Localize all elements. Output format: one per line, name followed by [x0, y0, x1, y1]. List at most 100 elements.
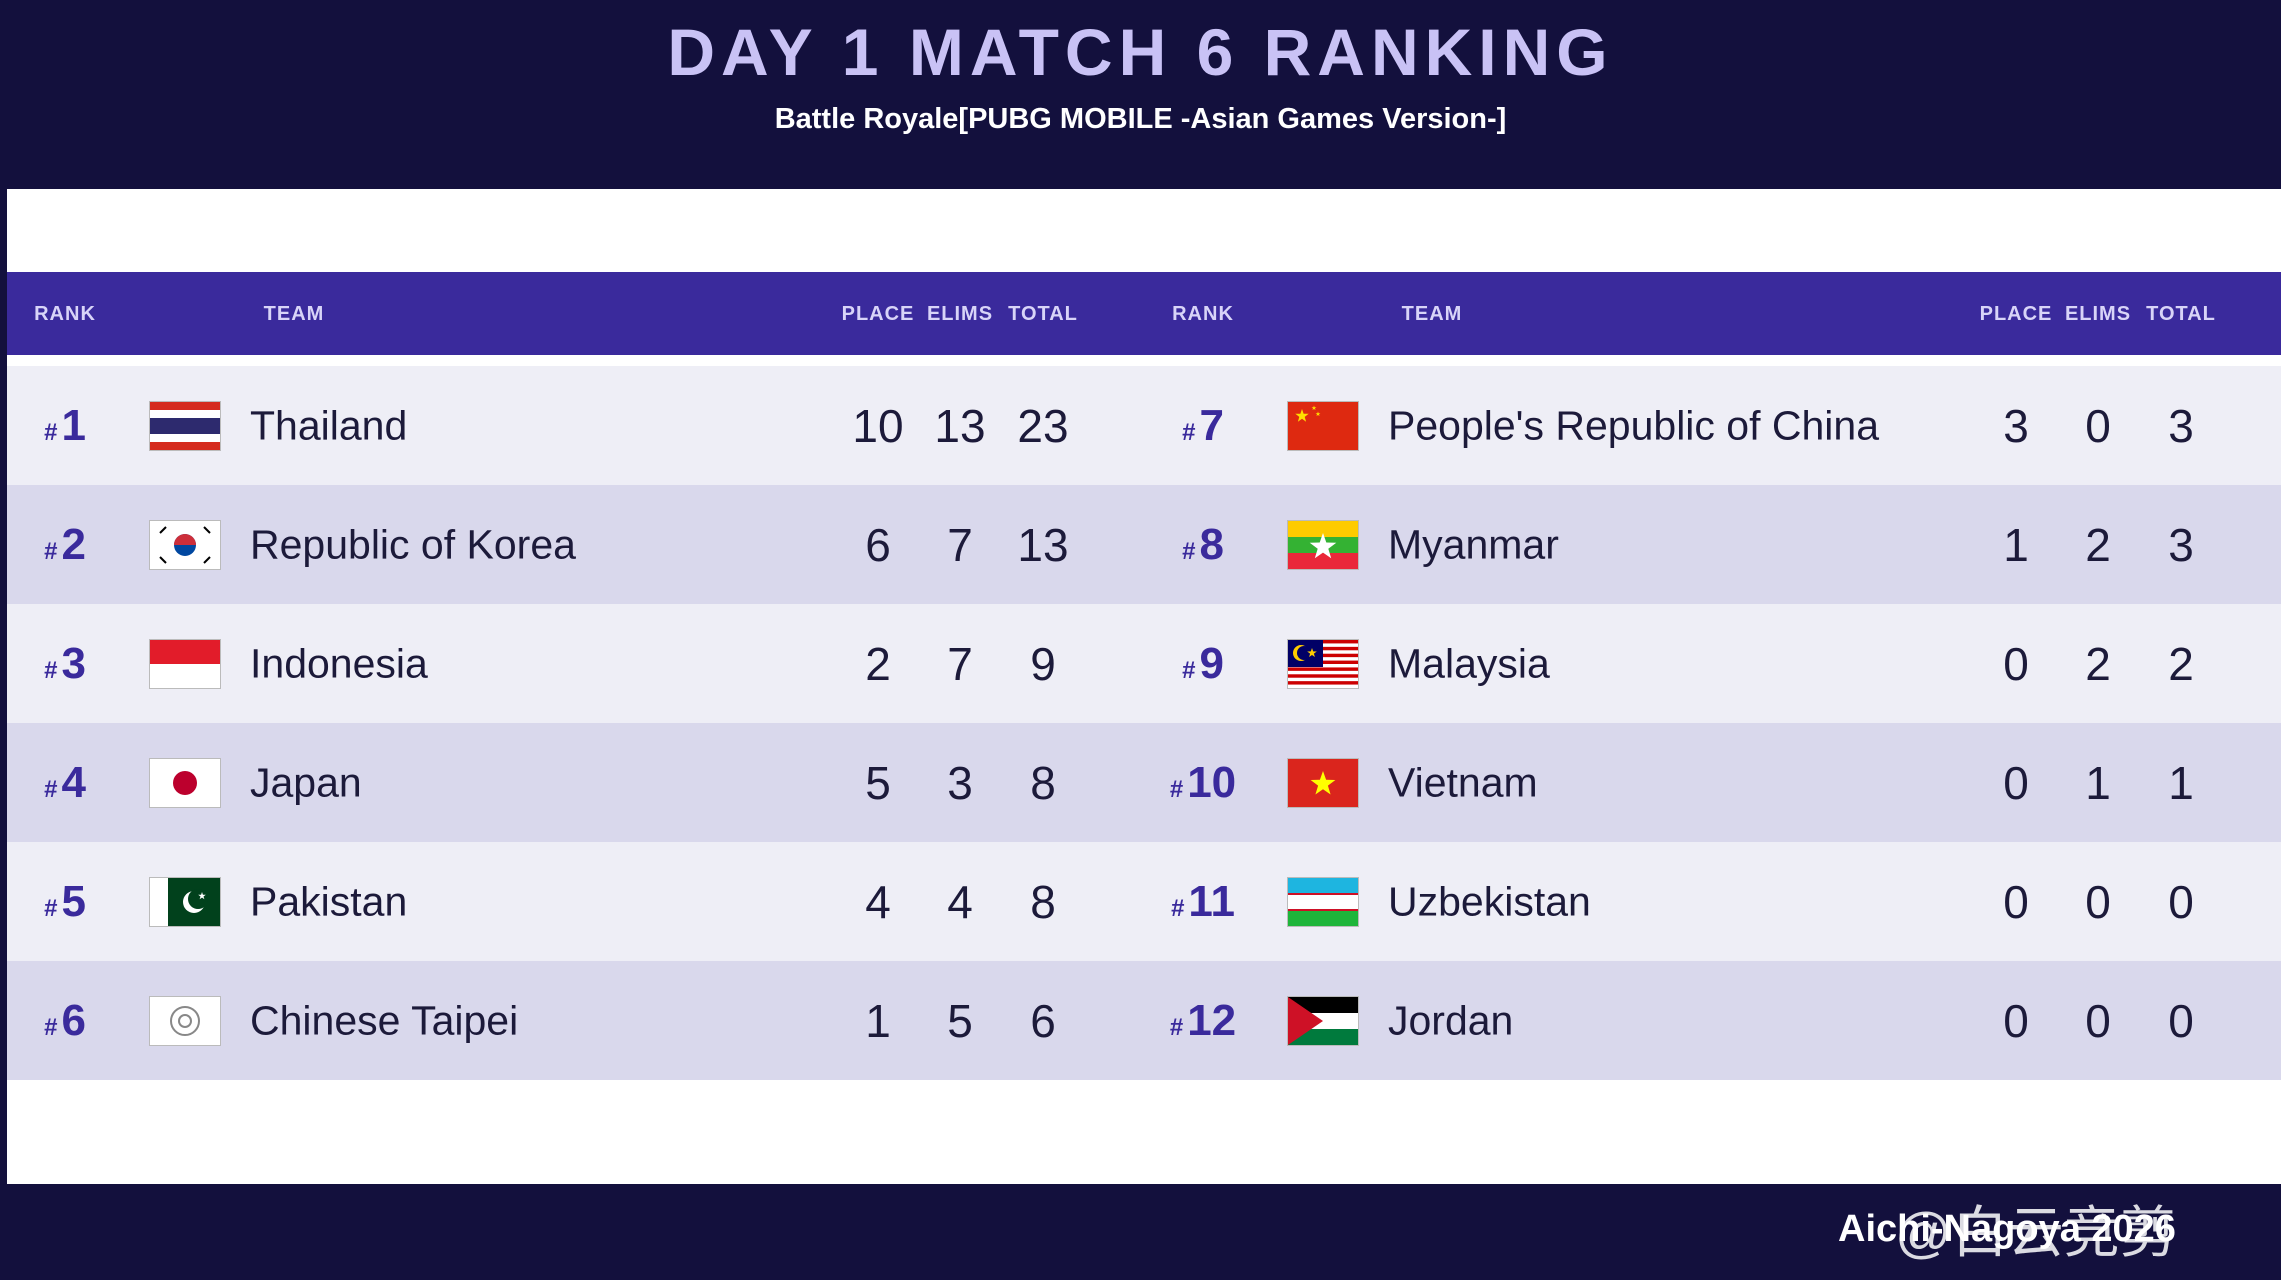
- total: 9: [1030, 637, 1056, 690]
- rank-prefix: #: [1182, 418, 1196, 446]
- flag-icon: [1288, 758, 1358, 807]
- flag-icon: [150, 996, 220, 1045]
- team-name: People's Republic of China: [1388, 402, 1880, 448]
- flag-icon: [1288, 996, 1358, 1045]
- total: 8: [1030, 875, 1056, 928]
- flag-icon: [150, 401, 220, 450]
- flag-icon: [150, 639, 220, 688]
- place: 0: [2003, 756, 2029, 809]
- rank: #9: [1182, 639, 1224, 689]
- elims: 13: [934, 399, 986, 452]
- rank-number: 1: [61, 400, 86, 450]
- rank-number: 10: [1187, 757, 1237, 807]
- rank-prefix: #: [1171, 894, 1185, 922]
- total: 2: [2168, 637, 2194, 690]
- rank: #10: [1170, 758, 1236, 808]
- team-name: Chinese Taipei: [250, 997, 519, 1043]
- rank: #5: [44, 877, 86, 927]
- place: 4: [865, 875, 891, 928]
- team-name: Indonesia: [250, 640, 428, 686]
- footer-event: Aichi-Nagoya 2026: [1838, 1208, 2176, 1250]
- rank-prefix: #: [44, 894, 58, 922]
- elims: 7: [947, 518, 973, 571]
- total: 3: [2168, 518, 2194, 571]
- rank: #7: [1182, 401, 1224, 451]
- column-header: TEAM: [263, 303, 325, 325]
- rank: #3: [44, 639, 86, 689]
- elims: 0: [2085, 399, 2111, 452]
- table-row: [7, 366, 2281, 485]
- rank-number: 7: [1199, 400, 1224, 450]
- flag-icon: [150, 877, 220, 926]
- elims: 5: [947, 994, 973, 1047]
- team-name: Uzbekistan: [1388, 878, 1591, 924]
- flag: [1288, 996, 1358, 1045]
- column-header: TOTAL: [1008, 303, 1078, 325]
- watermark: @白云竞剪: [1895, 1201, 2176, 1264]
- total: 13: [1017, 518, 1069, 571]
- place: 0: [2003, 875, 2029, 928]
- column-header: PLACE: [841, 303, 915, 325]
- flag: [150, 639, 220, 688]
- place: 0: [2003, 637, 2029, 690]
- column-header: RANK: [1172, 303, 1234, 325]
- flag: [1288, 877, 1358, 926]
- table-row: [7, 604, 2281, 723]
- rank-number: 5: [61, 876, 86, 926]
- total: 23: [1017, 399, 1069, 452]
- rank: #6: [44, 996, 86, 1046]
- rank: #1: [44, 401, 86, 451]
- elims: 4: [947, 875, 973, 928]
- team-name: Vietnam: [1388, 759, 1538, 805]
- flag-icon: [1288, 639, 1358, 688]
- table-row: [7, 842, 2281, 961]
- flag: [1288, 639, 1358, 688]
- title: DAY 1 MATCH 6 RANKING: [667, 15, 1614, 89]
- rank: #2: [44, 520, 86, 570]
- rank-prefix: #: [44, 656, 58, 684]
- rank-prefix: #: [44, 1013, 58, 1041]
- place: 1: [865, 994, 891, 1047]
- elims: 1: [2085, 756, 2111, 809]
- team-name: Thailand: [250, 402, 408, 448]
- column-header: RANK: [34, 303, 96, 325]
- rank: #12: [1170, 996, 1236, 1046]
- table-row: [7, 723, 2281, 842]
- place: 3: [2003, 399, 2029, 452]
- table-row: [7, 961, 2281, 1080]
- total: 0: [2168, 994, 2194, 1047]
- team-name: Republic of Korea: [250, 521, 576, 567]
- column-header: TOTAL: [2146, 303, 2216, 325]
- column-header: PLACE: [1979, 303, 2053, 325]
- place: 5: [865, 756, 891, 809]
- rank-prefix: #: [44, 537, 58, 565]
- rank-number: 2: [61, 519, 86, 569]
- rank-prefix: #: [44, 775, 58, 803]
- column-header: ELIMS: [926, 303, 994, 325]
- rank-prefix: #: [44, 418, 58, 446]
- flag-icon: [150, 758, 220, 807]
- rank: #8: [1182, 520, 1224, 570]
- elims: 3: [947, 756, 973, 809]
- column-header: TEAM: [1401, 303, 1463, 325]
- total: 1: [2168, 756, 2194, 809]
- team-name: Malaysia: [1388, 640, 1550, 686]
- table-row: [7, 485, 2281, 604]
- rank: #4: [44, 758, 86, 808]
- subtitle: Battle Royale[PUBG MOBILE -Asian Games V…: [774, 103, 1507, 135]
- rank-number: 4: [61, 757, 86, 807]
- column-header: ELIMS: [2064, 303, 2132, 325]
- flag: [150, 758, 220, 807]
- rank-prefix: #: [1169, 775, 1184, 803]
- total: 8: [1030, 756, 1056, 809]
- total: 3: [2168, 399, 2194, 452]
- flag-icon: [1288, 877, 1358, 926]
- rank: #11: [1171, 877, 1235, 927]
- flag-icon: [150, 520, 220, 569]
- elims: 2: [2085, 637, 2111, 690]
- flag-icon: [1288, 520, 1358, 569]
- place: 10: [852, 399, 904, 452]
- rank-number: 12: [1187, 995, 1237, 1045]
- place: 6: [865, 518, 891, 571]
